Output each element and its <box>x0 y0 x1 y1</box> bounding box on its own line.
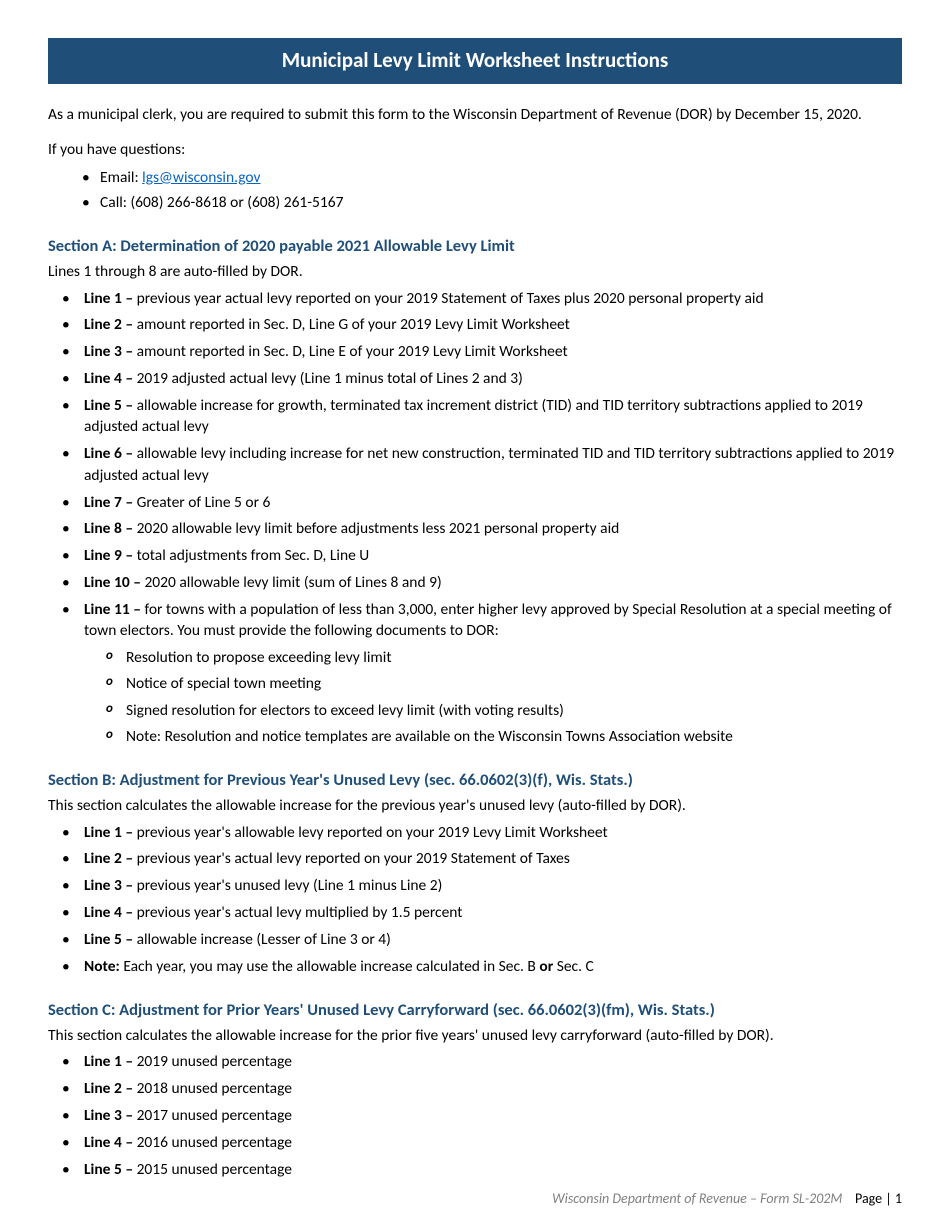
list-item: Line 4 – 2016 unused percentage <box>62 1132 902 1153</box>
list-item: Line 1 – previous year's allowable levy … <box>62 822 902 843</box>
line-label: Line 4 – <box>84 369 137 388</box>
line-text: previous year's actual levy reported on … <box>137 849 570 868</box>
list-item: Line 4 – previous year's actual levy mul… <box>62 902 902 923</box>
contact-call-item: Call: (608) 266-8618 or (608) 261-5167 <box>82 192 902 213</box>
email-prefix: Email: <box>100 168 142 187</box>
contact-email-item: Email: lgs@wisconsin.gov <box>82 167 902 188</box>
list-item: Line 1 – previous year actual levy repor… <box>62 288 902 309</box>
sub-item: Signed resolution for electors to exceed… <box>106 700 902 721</box>
list-item: Line 3 – previous year's unused levy (Li… <box>62 875 902 896</box>
note-or: or <box>539 957 553 976</box>
line-text: 2020 allowable levy limit before adjustm… <box>137 519 620 538</box>
line-text: previous year's allowable levy reported … <box>137 823 608 842</box>
line-text: total adjustments from Sec. D, Line U <box>137 546 370 565</box>
list-item: Line 2 – amount reported in Sec. D, Line… <box>62 314 902 335</box>
list-item: Line 2 – previous year's actual levy rep… <box>62 848 902 869</box>
contact-list: Email: lgs@wisconsin.gov Call: (608) 266… <box>82 167 902 214</box>
list-item: Line 8 – 2020 allowable levy limit befor… <box>62 518 902 539</box>
section-b-heading: Section B: Adjustment for Previous Year'… <box>48 769 902 792</box>
section-a-sub: Lines 1 through 8 are auto-filled by DOR… <box>48 261 902 282</box>
line-label: Line 4 – <box>84 903 137 922</box>
section-c-heading: Section C: Adjustment for Prior Years' U… <box>48 999 902 1022</box>
sub-item: Notice of special town meeting <box>106 673 902 694</box>
email-link[interactable]: lgs@wisconsin.gov <box>142 168 260 187</box>
list-item: Line 7 – Greater of Line 5 or 6 <box>62 492 902 513</box>
line-label: Line 7 – <box>84 493 137 512</box>
line-text: previous year's unused levy (Line 1 minu… <box>137 876 443 895</box>
list-item: Line 3 – 2017 unused percentage <box>62 1105 902 1126</box>
sub-item: Resolution to propose exceeding levy lim… <box>106 647 902 668</box>
line-text: Greater of Line 5 or 6 <box>137 493 271 512</box>
line-label: Line 5 – <box>84 396 137 415</box>
page-number: 1 <box>895 1190 902 1207</box>
page-title: Municipal Levy Limit Worksheet Instructi… <box>48 38 902 84</box>
line-label: Line 10 – <box>84 573 144 592</box>
sub-item: Note: Resolution and notice templates ar… <box>106 726 902 747</box>
list-item: Line 5 – allowable increase for growth, … <box>62 395 902 438</box>
line-text: previous year's actual levy multiplied b… <box>137 903 463 922</box>
line-text: previous year actual levy reported on yo… <box>137 289 764 308</box>
list-item: Line 3 – amount reported in Sec. D, Line… <box>62 341 902 362</box>
note-pre: Each year, you may use the allowable inc… <box>123 957 539 976</box>
list-item: Note: Each year, you may use the allowab… <box>62 956 902 977</box>
section-b-list: Line 1 – previous year's allowable levy … <box>62 822 902 978</box>
line-label: Line 1 – <box>84 1052 137 1071</box>
list-item: Line 6 – allowable levy including increa… <box>62 443 902 486</box>
note-post: Sec. C <box>553 957 594 976</box>
line-label: Line 8 – <box>84 519 137 538</box>
list-item: Line 5 – allowable increase (Lesser of L… <box>62 929 902 950</box>
list-item: Line 1 – 2019 unused percentage <box>62 1051 902 1072</box>
list-item: Line 2 – 2018 unused percentage <box>62 1078 902 1099</box>
line-label: Line 5 – <box>84 930 137 949</box>
line-label: Line 3 – <box>84 1106 137 1125</box>
line-text: 2016 unused percentage <box>137 1133 292 1152</box>
list-item: Line 5 – 2015 unused percentage <box>62 1159 902 1180</box>
line-text: 2019 unused percentage <box>137 1052 292 1071</box>
section-b-sub: This section calculates the allowable in… <box>48 795 902 816</box>
line-text: allowable increase for growth, terminate… <box>84 396 863 436</box>
line-text: amount reported in Sec. D, Line E of you… <box>137 342 568 361</box>
questions-label: If you have questions: <box>48 139 902 160</box>
line-label: Line 11 – <box>84 600 144 619</box>
line-text: 2019 adjusted actual levy (Line 1 minus … <box>137 369 523 388</box>
line-text: allowable levy including increase for ne… <box>84 444 894 484</box>
list-item: Line 9 – total adjustments from Sec. D, … <box>62 545 902 566</box>
list-item: Line 4 – 2019 adjusted actual levy (Line… <box>62 368 902 389</box>
list-item: Line 10 – 2020 allowable levy limit (sum… <box>62 572 902 593</box>
line-text: allowable increase (Lesser of Line 3 or … <box>137 930 391 949</box>
section-a-sublist: Resolution to propose exceeding levy lim… <box>106 647 902 748</box>
line-label: Line 2 – <box>84 849 137 868</box>
line-text: for towns with a population of less than… <box>84 600 892 640</box>
line-label: Line 2 – <box>84 315 137 334</box>
line-label: Line 1 – <box>84 289 137 308</box>
line-label: Line 3 – <box>84 876 137 895</box>
section-a-heading: Section A: Determination of 2020 payable… <box>48 235 902 258</box>
footer-org: Wisconsin Department of Revenue – Form S… <box>552 1190 842 1207</box>
line-label: Line 3 – <box>84 342 137 361</box>
note-label: Note: <box>84 957 123 976</box>
section-c-list: Line 1 – 2019 unused percentage Line 2 –… <box>62 1051 902 1180</box>
line-text: 2015 unused percentage <box>137 1160 292 1179</box>
line-text: 2020 allowable levy limit (sum of Lines … <box>144 573 441 592</box>
line-label: Line 5 – <box>84 1160 137 1179</box>
line-label: Line 6 – <box>84 444 137 463</box>
line-text: 2018 unused percentage <box>137 1079 292 1098</box>
page-label: Page | <box>855 1190 895 1207</box>
section-a-list: Line 1 – previous year actual levy repor… <box>62 288 902 748</box>
line-text: amount reported in Sec. D, Line G of you… <box>137 315 570 334</box>
line-label: Line 2 – <box>84 1079 137 1098</box>
line-label: Line 9 – <box>84 546 137 565</box>
intro-paragraph: As a municipal clerk, you are required t… <box>48 104 902 125</box>
page-footer: Wisconsin Department of Revenue – Form S… <box>552 1189 902 1208</box>
line-label: Line 1 – <box>84 823 137 842</box>
line-label: Line 4 – <box>84 1133 137 1152</box>
section-c-sub: This section calculates the allowable in… <box>48 1025 902 1046</box>
line-text: 2017 unused percentage <box>137 1106 292 1125</box>
list-item: Line 11 – for towns with a population of… <box>62 599 902 747</box>
